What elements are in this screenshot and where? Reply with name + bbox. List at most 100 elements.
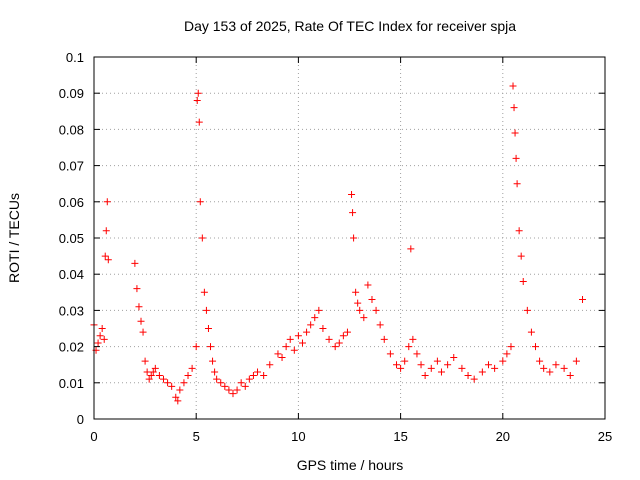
data-point-marker xyxy=(202,306,210,314)
data-point-marker xyxy=(100,335,108,343)
data-point-marker xyxy=(364,281,372,289)
data-point-marker xyxy=(207,343,215,351)
data-point-marker xyxy=(540,364,548,372)
y-tick-label: 0.1 xyxy=(66,50,84,65)
y-tick-label: 0.03 xyxy=(59,303,84,318)
data-point-marker xyxy=(174,397,182,405)
data-point-marker xyxy=(282,343,290,351)
data-point-marker xyxy=(294,332,302,340)
data-point-marker xyxy=(350,234,358,242)
y-axis-ticks: 0 0.01 0.02 0.03 0.04 0.05 0.06 0.07 0.08 0.09 0.1 xyxy=(59,50,605,427)
data-point-marker xyxy=(98,325,106,332)
y-tick-label: 0.04 xyxy=(59,267,84,282)
data-point-marker xyxy=(509,82,517,90)
x-tick-label: 20 xyxy=(496,429,510,444)
data-point-marker xyxy=(155,372,163,380)
data-point-marker xyxy=(458,364,466,372)
x-tick-label: 25 xyxy=(598,429,612,444)
data-point-marker xyxy=(233,386,241,394)
data-points xyxy=(90,82,587,405)
data-point-marker xyxy=(151,364,159,372)
data-point-marker xyxy=(512,154,520,162)
data-point-marker xyxy=(194,89,202,97)
data-point-marker xyxy=(470,375,478,383)
data-point-marker xyxy=(478,368,486,376)
data-point-marker xyxy=(217,379,225,387)
y-tick-label: 0.01 xyxy=(59,376,84,391)
data-point-marker xyxy=(229,390,237,398)
y-tick-label: 0.06 xyxy=(59,195,84,210)
data-point-marker xyxy=(209,357,217,365)
data-point-marker xyxy=(499,357,507,365)
data-point-marker xyxy=(536,357,544,365)
data-point-marker xyxy=(147,372,155,380)
data-point-marker xyxy=(266,361,274,369)
data-point-marker xyxy=(315,306,323,314)
data-point-marker xyxy=(433,357,441,365)
data-point-marker xyxy=(102,227,110,235)
data-point-marker xyxy=(354,299,362,307)
y-tick-label: 0 xyxy=(77,412,84,427)
data-point-marker xyxy=(393,361,401,369)
data-point-marker xyxy=(245,375,253,383)
data-point-marker xyxy=(195,118,203,126)
data-point-marker xyxy=(331,343,339,351)
data-point-marker xyxy=(532,343,540,351)
data-point-marker xyxy=(409,335,417,343)
data-point-marker xyxy=(401,357,409,365)
data-point-marker xyxy=(386,350,394,358)
data-point-marker xyxy=(380,335,388,343)
data-point-marker xyxy=(164,379,172,387)
data-point-marker xyxy=(356,306,364,314)
x-tick-label: 5 xyxy=(193,429,200,444)
data-point-marker xyxy=(249,372,257,380)
data-point-marker xyxy=(241,382,249,390)
data-point-marker xyxy=(515,227,523,235)
data-point-marker xyxy=(307,321,315,329)
y-tick-label: 0.02 xyxy=(59,340,84,355)
data-point-marker xyxy=(510,104,518,112)
data-point-marker xyxy=(286,335,294,343)
grid-lines xyxy=(94,57,605,419)
data-point-marker xyxy=(188,364,196,372)
data-point-marker xyxy=(349,209,357,217)
data-point-marker xyxy=(204,325,212,332)
data-point-marker xyxy=(546,368,554,376)
data-point-marker xyxy=(427,364,435,372)
data-point-marker xyxy=(145,375,153,383)
y-tick-label: 0.07 xyxy=(59,159,84,174)
data-point-marker xyxy=(348,191,356,199)
data-point-marker xyxy=(180,379,188,387)
data-point-marker xyxy=(335,339,343,347)
data-point-marker xyxy=(198,234,206,242)
data-point-marker xyxy=(135,303,143,311)
y-tick-label: 0.05 xyxy=(59,231,84,246)
data-point-marker xyxy=(491,364,499,372)
data-point-marker xyxy=(579,296,587,304)
data-point-marker xyxy=(566,372,574,380)
data-point-marker xyxy=(196,198,204,206)
data-point-marker xyxy=(168,382,176,390)
data-point-marker xyxy=(176,386,184,394)
data-point-marker xyxy=(413,350,421,358)
data-point-marker xyxy=(407,245,415,253)
y-tick-label: 0.08 xyxy=(59,122,84,137)
data-point-marker xyxy=(213,375,221,383)
data-point-marker xyxy=(96,332,104,340)
data-point-marker xyxy=(560,364,568,372)
data-point-marker xyxy=(417,361,425,369)
x-axis-ticks: 0 5 10 15 20 25 xyxy=(90,57,612,444)
chart-title: Day 153 of 2025, Rate Of TEC Index for r… xyxy=(184,18,516,34)
data-point-marker xyxy=(368,296,376,304)
data-point-marker xyxy=(133,285,141,293)
data-point-marker xyxy=(527,328,535,336)
data-point-marker xyxy=(172,393,180,401)
data-point-marker xyxy=(200,288,208,296)
data-point-marker xyxy=(572,357,580,365)
y-tick-label: 0.09 xyxy=(59,86,84,101)
data-point-marker xyxy=(131,259,139,267)
data-point-marker xyxy=(278,353,286,361)
x-tick-label: 0 xyxy=(90,429,97,444)
data-point-marker xyxy=(397,364,405,372)
data-point-marker xyxy=(237,379,245,387)
